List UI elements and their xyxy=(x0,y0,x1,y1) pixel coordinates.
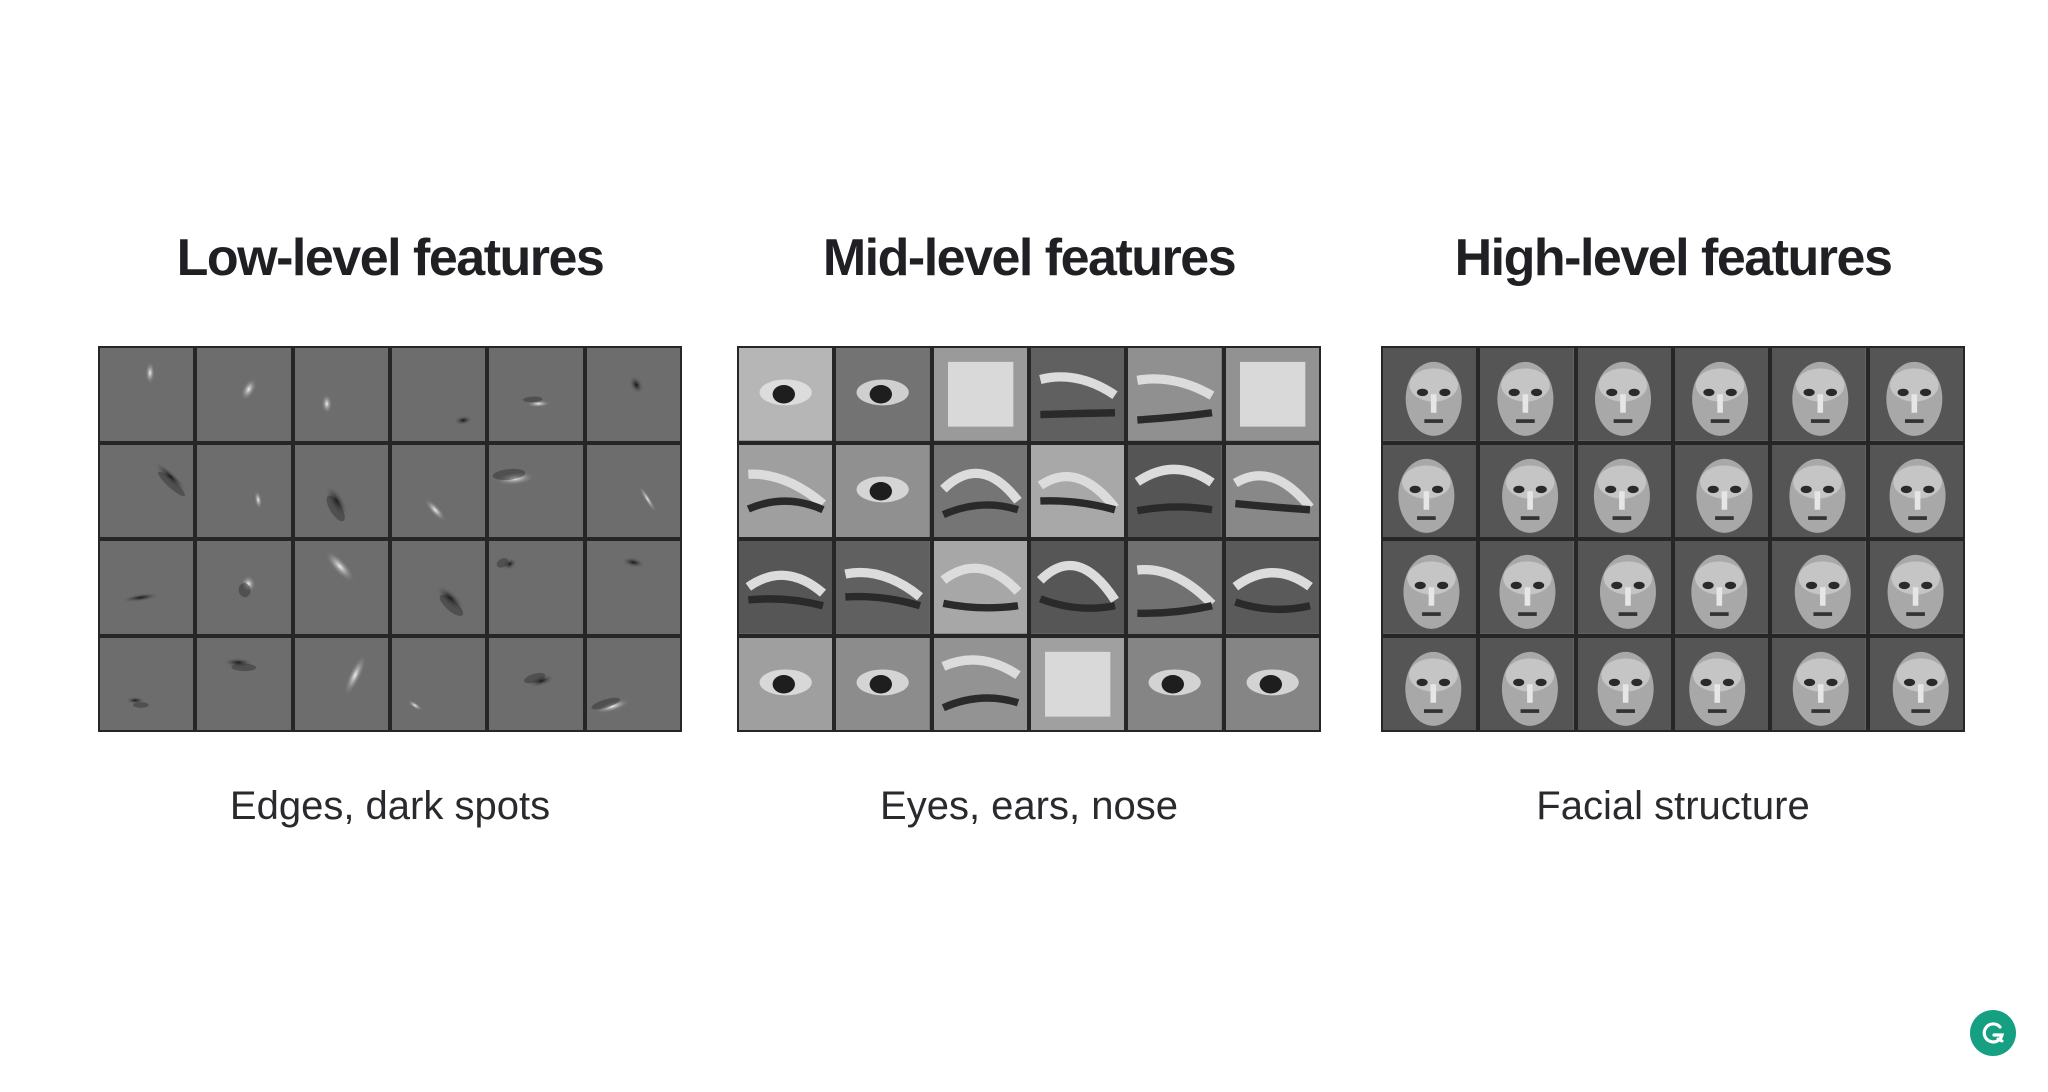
feature-tile xyxy=(586,348,680,441)
feature-tile xyxy=(1225,348,1319,441)
feature-tile xyxy=(586,444,680,537)
feature-tile xyxy=(836,348,930,441)
feature-tile xyxy=(1869,348,1963,441)
feature-grid-mid-level xyxy=(737,346,1321,732)
feature-tile xyxy=(100,348,194,441)
feature-tile xyxy=(1225,444,1319,537)
feature-tile xyxy=(739,637,833,730)
feature-tile xyxy=(294,444,388,537)
feature-tile xyxy=(489,541,583,634)
feature-tile xyxy=(1128,348,1222,441)
feature-tile xyxy=(1772,541,1866,634)
feature-tile xyxy=(739,541,833,634)
panel-title: Mid-level features xyxy=(822,229,1237,287)
feature-tile xyxy=(100,637,194,730)
feature-tile xyxy=(197,348,291,441)
feature-tile xyxy=(1031,541,1125,634)
feature-tile xyxy=(1480,541,1574,634)
feature-tile xyxy=(586,637,680,730)
feature-tile xyxy=(933,541,1027,634)
feature-tile xyxy=(1772,444,1866,537)
panel-caption: Eyes, ears, nose xyxy=(880,784,1178,828)
feature-tile xyxy=(1577,541,1671,634)
feature-tile xyxy=(1772,637,1866,730)
feature-tile xyxy=(1675,348,1769,441)
feature-tile xyxy=(933,637,1027,730)
feature-tile xyxy=(836,444,930,537)
feature-tile xyxy=(1031,637,1125,730)
panel-title: Low-level features xyxy=(176,229,605,287)
feature-tile xyxy=(1772,348,1866,441)
feature-grid-high-level xyxy=(1381,346,1965,732)
feature-tile xyxy=(1577,348,1671,441)
feature-tile xyxy=(739,444,833,537)
feature-tile xyxy=(489,637,583,730)
feature-tile xyxy=(1869,444,1963,537)
feature-tile xyxy=(836,541,930,634)
panel-mid-level: Mid-level features Eyes, ears, nose xyxy=(737,0,1321,1092)
panel-high-level: High-level features Facial structure xyxy=(1381,0,1965,1092)
panel-caption: Facial structure xyxy=(1536,784,1810,828)
feature-tile xyxy=(197,541,291,634)
feature-tile xyxy=(1675,637,1769,730)
feature-tile xyxy=(1577,444,1671,537)
panel-caption: Edges, dark spots xyxy=(229,784,551,828)
panel-low-level: Low-level features Edges, dark spots xyxy=(98,0,682,1092)
feature-tile xyxy=(1480,444,1574,537)
feature-tile xyxy=(1128,637,1222,730)
feature-tile xyxy=(197,637,291,730)
feature-tile xyxy=(739,348,833,441)
feature-tile xyxy=(1383,444,1477,537)
feature-tile xyxy=(1225,541,1319,634)
feature-tile xyxy=(1675,444,1769,537)
grammarly-logo[interactable] xyxy=(1970,1010,2016,1056)
panel-title: High-level features xyxy=(1454,229,1893,287)
feature-tile xyxy=(294,637,388,730)
feature-tile xyxy=(392,637,486,730)
feature-tile xyxy=(1383,348,1477,441)
feature-tile xyxy=(294,541,388,634)
feature-tile xyxy=(1031,348,1125,441)
feature-tile xyxy=(933,348,1027,441)
feature-tile xyxy=(100,541,194,634)
feature-tile xyxy=(836,637,930,730)
feature-tile xyxy=(100,444,194,537)
feature-tile xyxy=(1128,541,1222,634)
feature-tile xyxy=(1869,541,1963,634)
feature-tile xyxy=(489,444,583,537)
feature-tile xyxy=(392,348,486,441)
feature-tile xyxy=(1383,637,1477,730)
grammarly-g-icon xyxy=(1982,1022,2005,1044)
feature-tile xyxy=(1480,348,1574,441)
feature-tile xyxy=(1480,637,1574,730)
feature-tile xyxy=(586,541,680,634)
feature-tile xyxy=(933,444,1027,537)
feature-tile xyxy=(489,348,583,441)
feature-tile xyxy=(1675,541,1769,634)
feature-tile xyxy=(294,348,388,441)
feature-tile xyxy=(197,444,291,537)
feature-grid-low-level xyxy=(98,346,682,732)
feature-tile xyxy=(1031,444,1125,537)
feature-tile xyxy=(392,444,486,537)
feature-tile xyxy=(1869,637,1963,730)
feature-tile xyxy=(392,541,486,634)
feature-tile xyxy=(1577,637,1671,730)
feature-tile xyxy=(1225,637,1319,730)
feature-tile xyxy=(1128,444,1222,537)
feature-tile xyxy=(1383,541,1477,634)
